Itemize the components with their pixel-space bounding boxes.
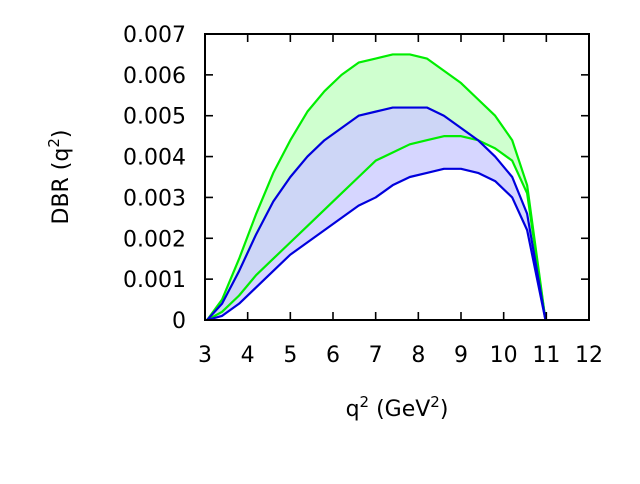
y-tick-label: 0 [172,309,186,334]
plot-frame [204,33,590,321]
band-fill-1 [207,54,546,321]
y-tick-label: 0.005 [123,105,186,130]
y-tick-label: 0.007 [123,23,186,48]
band-1-lower-line [206,135,547,321]
y-tick-label: 0.004 [123,146,186,171]
x-axis-label: q2 (GeV2) [346,393,449,422]
band-2-upper-line [206,106,547,321]
y-tick-label: 0.003 [123,186,186,211]
bands-layer [206,53,547,322]
x-tick-label: 8 [411,343,425,368]
x-tick-label: 6 [326,343,340,368]
x-tick-label: 9 [454,343,468,368]
y-tick-label: 0.006 [123,64,186,89]
x-tick-label: 10 [490,343,518,368]
x-tick-label: 11 [532,343,560,368]
x-tick-label: 5 [283,343,297,368]
band-2-lower-line [206,167,547,322]
band-1-upper-line [206,53,547,321]
y-tick-label: 0.001 [123,268,186,293]
x-tick-label: 3 [198,343,212,368]
labels-layer: q2 (GeV2) DBR (q2) [45,129,448,422]
band-fill-2 [207,107,546,320]
x-tick-label: 12 [575,343,603,368]
axes-layer: 3 4 5 6 7 8 9 10 11 12 0 0.001 0.002 0.003 0.004 0.005 0… [123,23,603,368]
x-tick-label: 7 [369,343,383,368]
y-tick-label: 0.002 [123,227,186,252]
y-axis-label: DBR (q2) [45,129,74,224]
x-tick-label: 4 [241,343,255,368]
